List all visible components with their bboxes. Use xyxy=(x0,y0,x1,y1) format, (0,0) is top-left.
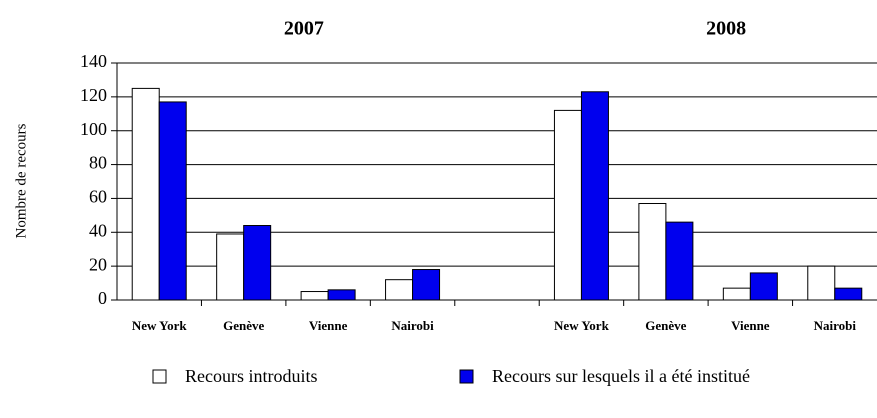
legend-label: Recours sur lesquels il a été institué xyxy=(492,366,750,386)
bar xyxy=(216,233,245,301)
y-axis-label: Nombre de recours xyxy=(13,123,29,238)
bar xyxy=(412,269,441,301)
x-tick-label: Vienne xyxy=(309,318,348,333)
legend-swatch xyxy=(459,369,474,384)
bar xyxy=(722,287,751,301)
y-tick-label: 80 xyxy=(89,153,107,173)
x-tick-label: Genève xyxy=(223,318,264,333)
bar xyxy=(834,287,863,301)
x-tick-label: Nairobi xyxy=(391,318,434,333)
y-tick-label: 0 xyxy=(98,288,107,308)
bar xyxy=(131,87,160,301)
x-tick-label: New York xyxy=(554,318,610,333)
legend-swatch xyxy=(152,369,167,384)
bar xyxy=(749,272,778,301)
bar xyxy=(385,279,414,301)
bar xyxy=(807,265,836,301)
x-tick-label: New York xyxy=(132,318,188,333)
x-tick-label: Vienne xyxy=(731,318,770,333)
bar xyxy=(327,289,356,301)
bar xyxy=(158,101,187,301)
y-tick-label: 140 xyxy=(80,51,107,71)
x-tick-label: Nairobi xyxy=(814,318,857,333)
group-title: 2007 xyxy=(284,18,324,40)
bar xyxy=(665,221,694,301)
legend-label: Recours introduits xyxy=(185,366,318,386)
y-tick-label: 120 xyxy=(80,85,107,105)
y-tick-label: 60 xyxy=(89,187,107,207)
y-tick-label: 100 xyxy=(80,119,107,139)
y-tick-label: 40 xyxy=(89,220,107,240)
bar xyxy=(553,109,582,301)
bar xyxy=(580,91,609,301)
y-tick-label: 20 xyxy=(89,254,107,274)
x-tick-label: Genève xyxy=(645,318,686,333)
group-title: 2008 xyxy=(706,18,746,40)
bar xyxy=(300,291,329,301)
bar xyxy=(243,225,272,301)
bar xyxy=(638,203,667,301)
